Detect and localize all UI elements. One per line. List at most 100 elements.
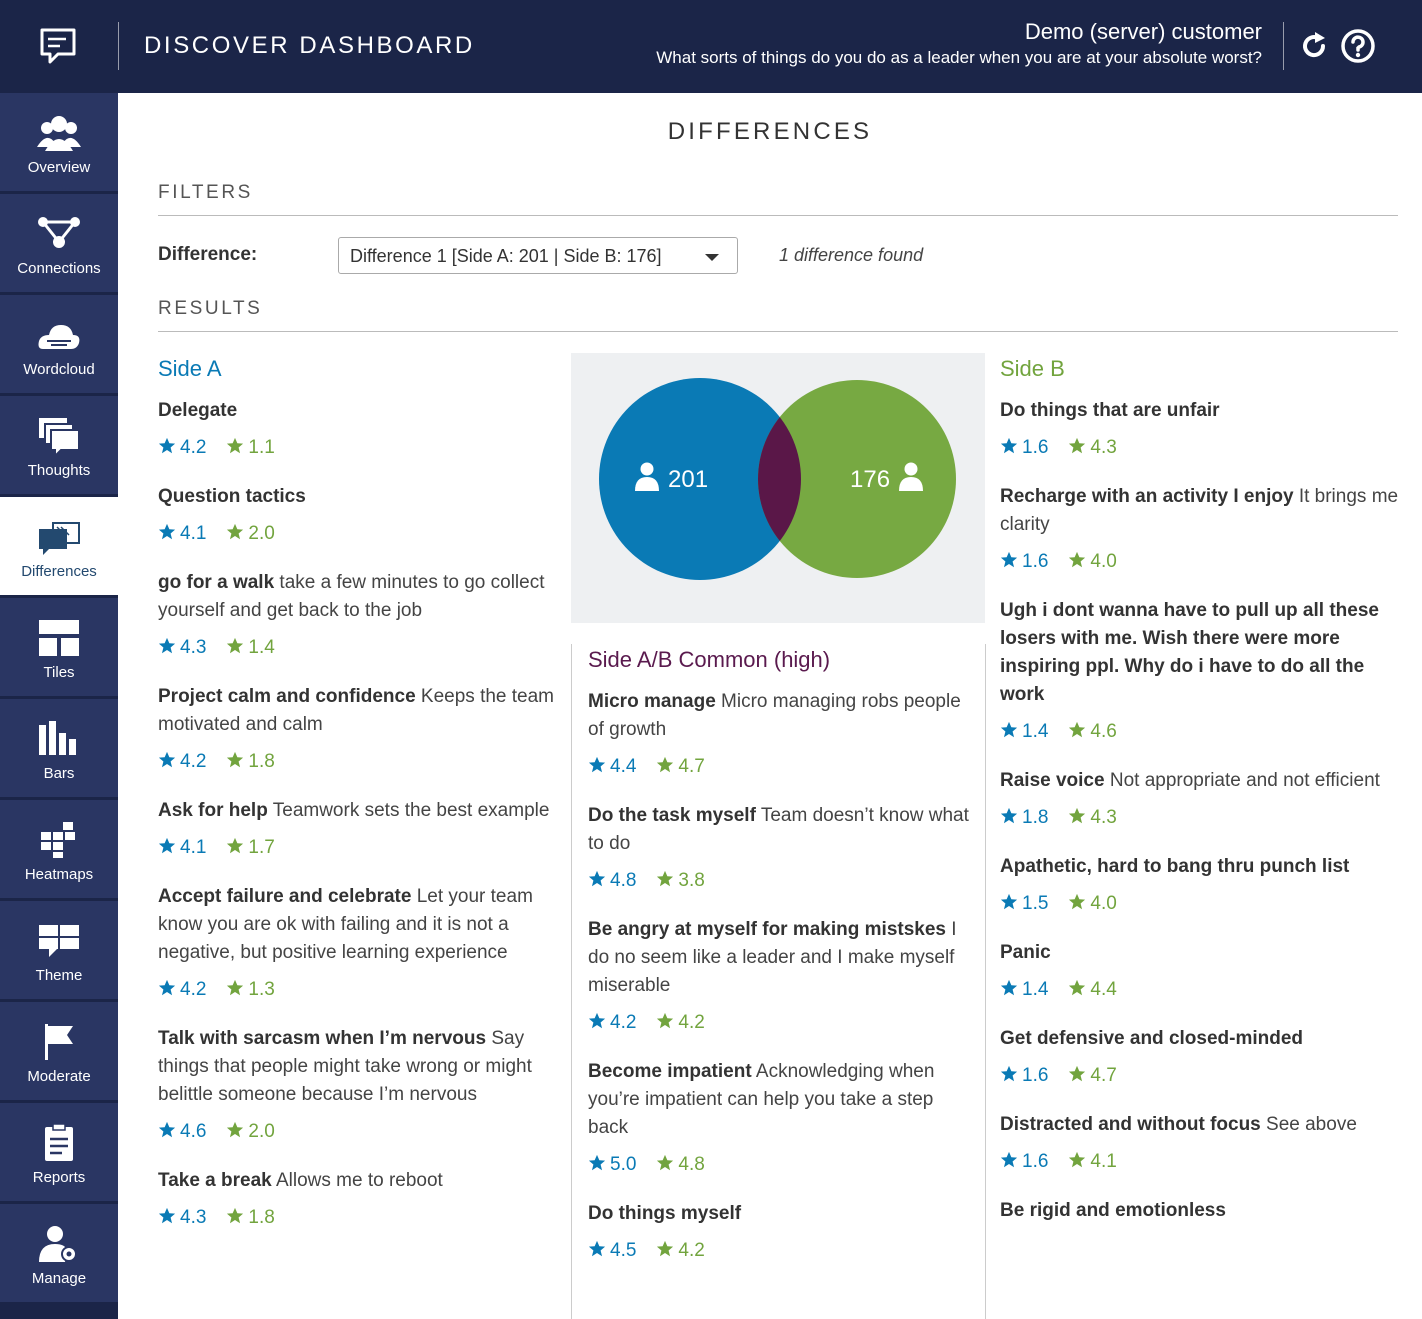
item-description: Teamwork sets the best example (272, 800, 550, 821)
rating-side-a: 1.4 (1000, 717, 1048, 747)
sidebar-item-connections[interactable]: Connections (0, 194, 118, 294)
side-b-column: Side B Do things that are unfair 1.6 4.3 Re… (1000, 353, 1400, 1245)
rating-side-b-value: 4.2 (678, 1240, 705, 1261)
item-ratings: 1.6 4.3 (1000, 433, 1400, 463)
rating-side-a-value: 4.5 (610, 1240, 637, 1261)
list-item[interactable]: Be angry at myself for making mistskes I… (588, 916, 973, 1038)
column-divider-right (985, 644, 986, 1319)
item-title: Delegate (158, 400, 238, 421)
item-description: Not appropriate and not efficient (1109, 770, 1380, 791)
list-item[interactable]: Do the task myself Team doesn’t know wha… (588, 802, 973, 896)
star-icon (1069, 979, 1086, 996)
rating-side-b: 4.2 (656, 1236, 705, 1266)
item-description: It brings me clarity (1000, 486, 1399, 535)
rating-side-b-value: 1.1 (248, 437, 275, 458)
list-item[interactable]: Delegate 4.2 1.1 (158, 397, 558, 463)
list-item[interactable]: Distracted and without focus See above 1.… (1000, 1111, 1400, 1177)
rating-side-b: 4.1 (1068, 1147, 1117, 1177)
sidebar-item-tiles[interactable]: Tiles (0, 598, 118, 698)
star-icon (1069, 1151, 1086, 1168)
sidebar-item-heatmaps[interactable]: Heatmaps (0, 800, 118, 900)
list-item[interactable]: Raise voice Not appropriate and not effi… (1000, 767, 1400, 833)
star-icon (1000, 721, 1018, 738)
rating-side-b-value: 3.8 (678, 870, 705, 891)
rating-side-a: 1.6 (1000, 547, 1048, 577)
user-icon (899, 462, 923, 491)
rating-side-b: 4.0 (1068, 889, 1117, 919)
sidebar-item-label: Heatmaps (24, 866, 94, 883)
refresh-icon[interactable] (1298, 30, 1330, 62)
item-title: Do things myself (588, 1203, 742, 1224)
list-item[interactable]: Panic 1.4 4.4 (1000, 939, 1400, 1005)
rating-side-b: 2.0 (226, 1117, 275, 1147)
list-item[interactable]: Recharge with an activity I enjoy It bri… (1000, 483, 1400, 577)
item-ratings: 4.2 1.3 (158, 975, 558, 1005)
sidebar-item-theme[interactable]: Theme (0, 901, 118, 1001)
list-item[interactable]: Ugh i dont wanna have to pull up all the… (1000, 597, 1400, 747)
item-ratings: 1.4 4.4 (1000, 975, 1400, 1005)
rating-side-a: 5.0 (588, 1150, 636, 1180)
venn-circle-b[interactable] (758, 380, 956, 578)
rating-side-a: 4.2 (158, 433, 206, 463)
item-ratings: 4.8 3.8 (588, 866, 973, 896)
help-icon[interactable] (1340, 28, 1376, 64)
sidebar-item-bars[interactable]: Bars (0, 699, 118, 799)
rating-side-b-value: 4.8 (678, 1154, 705, 1175)
item-title: Distracted and without focus (1000, 1114, 1261, 1135)
item-description: Let your team know you are ok with faili… (158, 886, 533, 963)
item-text: Be rigid and emotionless (1000, 1197, 1400, 1225)
rating-side-a: 4.3 (158, 633, 206, 663)
sidebar-item-wordcloud[interactable]: Wordcloud (0, 295, 118, 395)
list-item[interactable]: Do things myself 4.5 4.2 (588, 1200, 973, 1266)
rating-side-b-value: 2.0 (248, 523, 275, 544)
sidebar-item-overview[interactable]: Overview (0, 93, 118, 193)
sidebar-item-thoughts[interactable]: Thoughts (0, 396, 118, 496)
item-title: go for a walk (158, 572, 275, 593)
sidebar-item-differences[interactable]: Differences (0, 497, 118, 597)
list-item[interactable]: Ask for help Teamwork sets the best exam… (158, 797, 558, 863)
differences-icon (39, 522, 80, 555)
side-a-count: 201 (668, 466, 708, 493)
rating-side-b: 4.0 (1068, 547, 1117, 577)
star-icon (657, 1240, 674, 1257)
item-description: Acknowledging when you’re impatient can … (588, 1061, 935, 1138)
rating-side-a-value: 4.1 (180, 523, 207, 544)
list-item[interactable]: Be rigid and emotionless (1000, 1197, 1400, 1225)
sidebar-item-moderate[interactable]: Moderate (0, 1002, 118, 1102)
star-icon (158, 837, 176, 854)
venn-circle-a[interactable] (599, 378, 801, 580)
list-item[interactable]: go for a walk take a few minutes to go c… (158, 569, 558, 663)
list-item[interactable]: Talk with sarcasm when I’m nervous Say t… (158, 1025, 558, 1147)
list-item[interactable]: Micro manage Micro managing robs people … (588, 688, 973, 782)
star-icon (1000, 437, 1018, 454)
side-b-list: Do things that are unfair 1.6 4.3 Recharge … (1000, 397, 1400, 1225)
list-item[interactable]: Get defensive and closed-minded 1.6 4.7 (1000, 1025, 1400, 1091)
difference-select[interactable]: Difference 1 [Side A: 201 | Side B: 176] (338, 237, 738, 274)
list-item[interactable]: Apathetic, hard to bang thru punch list 1… (1000, 853, 1400, 919)
sidebar-item-label: Theme (35, 967, 83, 984)
item-title: Be angry at myself for making mistskes (588, 919, 946, 940)
top-header: DISCOVER DASHBOARD Demo (server) custome… (0, 0, 1422, 93)
chat-logo-icon[interactable] (36, 24, 80, 68)
rating-side-a-value: 1.6 (1022, 437, 1049, 458)
header-divider (118, 22, 119, 70)
list-item[interactable]: Project calm and confidence Keeps the te… (158, 683, 558, 777)
star-icon (227, 637, 244, 654)
list-item[interactable]: Accept failure and celebrate Let your te… (158, 883, 558, 1005)
list-item[interactable]: Question tactics 4.1 2.0 (158, 483, 558, 549)
star-icon (657, 870, 674, 887)
item-ratings: 4.2 1.1 (158, 433, 558, 463)
rating-side-b: 4.4 (1068, 975, 1117, 1005)
item-text: Micro manage Micro managing robs people … (588, 688, 973, 744)
item-ratings: 4.5 4.2 (588, 1236, 973, 1266)
item-ratings: 5.0 4.8 (588, 1150, 973, 1180)
connections-icon (38, 217, 80, 248)
rating-side-a-value: 4.2 (180, 437, 207, 458)
sidebar-item-reports[interactable]: Reports (0, 1103, 118, 1203)
item-ratings: 1.6 4.7 (1000, 1061, 1400, 1091)
list-item[interactable]: Become impatient Acknowledging when you’… (588, 1058, 973, 1180)
list-item[interactable]: Do things that are unfair 1.6 4.3 (1000, 397, 1400, 463)
sidebar-item-manage[interactable]: Manage (0, 1204, 118, 1304)
list-item[interactable]: Take a break Allows me to reboot 4.3 1.8 (158, 1167, 558, 1233)
difference-label: Difference: (158, 244, 258, 265)
